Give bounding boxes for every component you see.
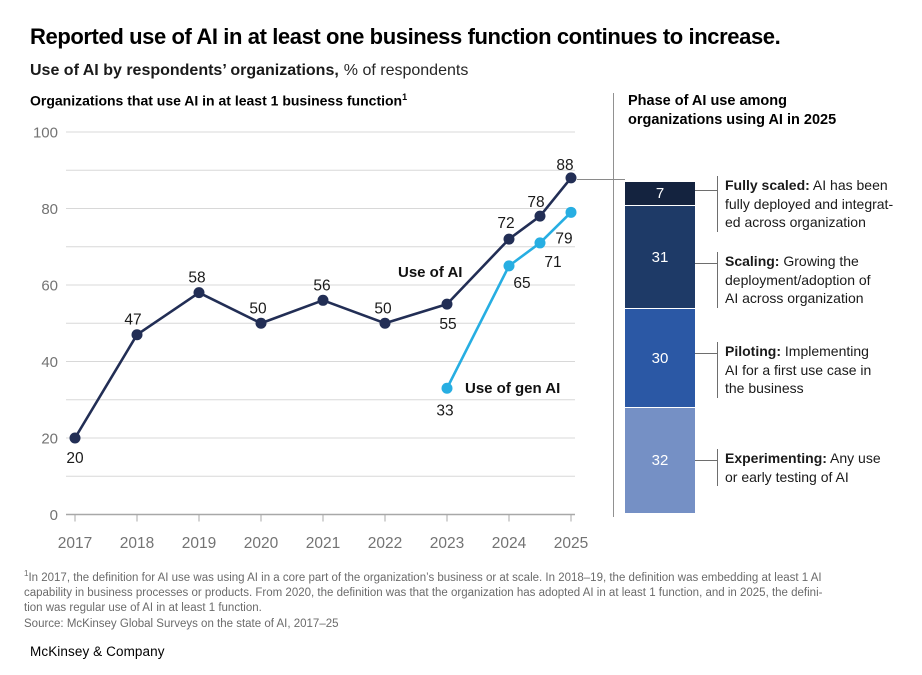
right-panel-heading: Phase of AI use among organizations usin… (628, 93, 837, 128)
footnote: 1In 2017, the definition for AI use was … (24, 566, 914, 632)
x-tick-label: 2021 (306, 535, 340, 552)
phase-description: Experimenting: Any use or early testing o… (717, 449, 922, 486)
data-point-label: 20 (66, 450, 84, 467)
data-point-label: 33 (436, 402, 453, 419)
data-point-label: 65 (513, 275, 530, 292)
panel-divider-line (613, 93, 614, 517)
data-point-label: 55 (439, 316, 456, 333)
data-point (131, 329, 143, 341)
x-tick-label: 2018 (120, 535, 154, 552)
data-point-label: 88 (556, 157, 573, 174)
footnote-line: In 2017, the definition for AI use was u… (28, 571, 822, 584)
bar-segment-fully-scaled: 7 (625, 182, 695, 205)
data-point (503, 233, 515, 245)
data-point (441, 298, 453, 310)
phase-description: Piloting: Implementing AI for a first use… (717, 342, 922, 398)
source-line: Source: McKinsey Global Surveys on the s… (24, 617, 339, 630)
bar-segment-value: 31 (651, 248, 669, 266)
y-tick-label: 20 (41, 431, 58, 448)
x-tick-label: 2022 (368, 535, 402, 552)
data-point (565, 206, 577, 218)
brand-footer: McKinsey & Company (30, 644, 165, 659)
data-point-label: 50 (249, 300, 267, 317)
x-tick-label: 2023 (430, 535, 464, 552)
data-point-label: 47 (124, 312, 141, 329)
data-point (69, 432, 81, 444)
phase-name: Piloting: (725, 343, 781, 359)
data-point (565, 172, 577, 184)
data-point-label: 50 (374, 300, 392, 317)
y-tick-label: 100 (33, 125, 58, 142)
phase-description: Fully scaled: AI has been fully deployed … (717, 176, 922, 232)
data-point-label: 78 (527, 194, 544, 211)
bar-segment-value: 32 (651, 452, 669, 469)
data-point-label: 71 (544, 254, 561, 271)
y-tick-label: 40 (41, 354, 58, 371)
series-line (445, 211, 572, 389)
data-point-label: 72 (497, 215, 514, 232)
footnote-sup: 1 (24, 569, 29, 578)
footnote-line: tion was regular use of AI in at least 1… (24, 602, 262, 615)
phase-name: Experimenting: (725, 450, 827, 466)
subtitle-unit-text: % of respondents (343, 62, 469, 79)
y-tick-label: 60 (41, 278, 58, 295)
data-point (534, 210, 546, 222)
phase-connector-stub (695, 460, 717, 461)
bar-segment-value: 7 (655, 185, 665, 202)
data-point (379, 317, 391, 329)
data-point (317, 294, 329, 306)
series-name-label: Use of AI (398, 264, 462, 281)
bar-segment-experimenting: 32 (625, 407, 695, 513)
y-tick-label: 80 (41, 201, 58, 218)
data-point (193, 287, 205, 299)
footnote-marker-sup: 1 (402, 92, 408, 102)
data-point-label: 56 (313, 277, 330, 294)
phase-stacked-bar: 7 31 30 32 (625, 182, 695, 513)
x-tick-label: 2020 (244, 535, 279, 552)
line-chart-svg: 2017 2018 2019 2020 2021 2022 2023 2024 2025 0 20 4… (33, 125, 588, 553)
bar-segment-value: 30 (651, 349, 669, 367)
y-tick-label: 0 (50, 507, 58, 524)
phase-connector-stub (695, 190, 717, 191)
data-point (503, 260, 515, 272)
page-title: Reported use of AI in at least one busin… (30, 23, 781, 49)
subtitle-bold-text: Use of AI by respondents’ organizations, (30, 62, 339, 79)
series-name-label: Use of gen AI (465, 380, 560, 397)
phase-description: Scaling: Growing the deployment/adoption … (717, 252, 922, 308)
data-point (441, 382, 453, 394)
bar-segment-piloting: 30 (625, 308, 695, 407)
data-point (534, 237, 546, 249)
bar-segment-scaling: 31 (625, 205, 695, 308)
data-point-label: 58 (188, 270, 205, 287)
phase-connector-stub (695, 263, 717, 264)
x-tick-label: 2025 (554, 535, 588, 552)
chart-subtitle: Use of AI by respondents’ organizations,… (30, 62, 468, 80)
data-point (255, 317, 267, 329)
data-point-label: 79 (555, 230, 572, 247)
x-tick-label: 2019 (182, 535, 216, 552)
phase-name: Scaling: (725, 253, 780, 269)
line-to-bar-connector (577, 179, 625, 180)
x-tick-label: 2024 (492, 535, 527, 552)
series-line (73, 177, 573, 439)
left-chart-heading: Organizations that use AI in at least 1 … (30, 92, 407, 109)
phase-name: Fully scaled: (725, 177, 810, 193)
x-tick-label: 2017 (58, 535, 92, 552)
phase-connector-stub (695, 353, 717, 354)
left-chart-heading-text: Organizations that use AI in at least 1 … (30, 92, 403, 109)
footnote-line: capability in business processes or prod… (24, 587, 823, 600)
